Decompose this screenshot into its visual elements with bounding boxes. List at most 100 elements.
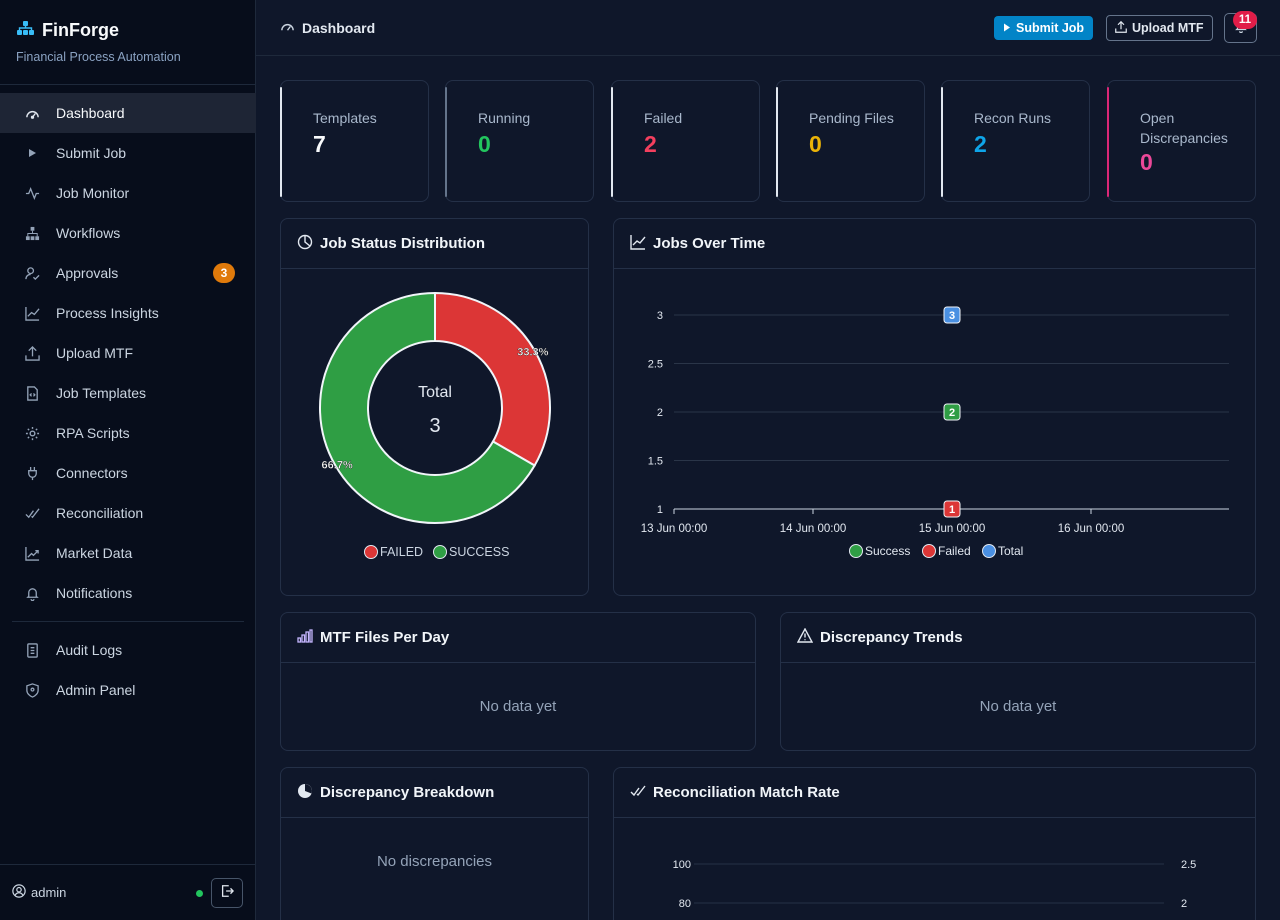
- y-tick-label: 2: [657, 407, 663, 419]
- x-tick-label: 14 Jun 00:00: [780, 523, 847, 535]
- x-tick-label: 16 Jun 00:00: [1058, 523, 1125, 535]
- nav-divider: [12, 621, 244, 622]
- jobs-over-time-chart: 1 1.5 2 2.5 3 13 Jun 00:00 14 Jun 00:00 15 Jun …: [641, 306, 1229, 558]
- sidebar-item-rpa-scripts[interactable]: RPA Scripts: [0, 413, 256, 453]
- sidebar-item-job-templates[interactable]: Job Templates: [0, 373, 256, 413]
- sidebar-item-workflows[interactable]: Workflows: [0, 213, 256, 253]
- pie-chart-icon: [297, 234, 313, 254]
- user-menu[interactable]: admin: [12, 884, 66, 901]
- sidebar-item-label: Job Monitor: [56, 185, 130, 201]
- legend-label: Failed: [938, 544, 971, 558]
- divider: [0, 84, 256, 85]
- mtf-files-panel: MTF Files Per Day No data yet: [280, 612, 756, 751]
- legend-item-success[interactable]: Success: [849, 544, 911, 558]
- sidebar-item-label: Job Templates: [56, 385, 147, 401]
- stat-card-templates[interactable]: Templates 7: [280, 80, 429, 202]
- legend-label: FAILED: [380, 545, 423, 559]
- sidebar: FinForge Financial Process Automation Da…: [0, 0, 256, 920]
- legend-item-failed[interactable]: Failed: [922, 544, 971, 558]
- legend-item-success[interactable]: SUCCESS: [433, 545, 510, 559]
- sidebar-item-admin-panel[interactable]: Admin Panel: [0, 670, 256, 710]
- sidebar-item-reconciliation[interactable]: Reconciliation: [0, 493, 256, 533]
- brand-subtitle: Financial Process Automation: [16, 50, 181, 64]
- submit-job-button[interactable]: Submit Job: [994, 16, 1094, 40]
- sidebar-item-upload-mtf[interactable]: Upload MTF: [0, 333, 256, 373]
- shield-icon: [24, 682, 40, 698]
- logout-button[interactable]: [211, 878, 243, 908]
- sidebar-item-label: Upload MTF: [56, 345, 134, 361]
- job-status-donut-chart: 33.3% 66.7% Total 3 FAILED SUCCESS: [319, 291, 551, 559]
- sidebar-item-label: Reconciliation: [56, 505, 144, 521]
- warning-icon: [796, 627, 814, 647]
- stat-label: Running: [478, 110, 531, 126]
- data-point-total[interactable]: [943, 306, 961, 324]
- stat-label: Recon Runs: [974, 110, 1052, 126]
- sidebar-item-market-data[interactable]: Market Data: [0, 533, 256, 573]
- line-chart-icon: [630, 234, 646, 254]
- slice-label: 66.7%: [322, 460, 353, 472]
- user-area: admin: [0, 864, 256, 920]
- stat-label: Open Discrepancies: [1140, 110, 1228, 146]
- stat-accent: [1107, 87, 1109, 197]
- stat-card-failed[interactable]: Failed 2: [611, 80, 760, 202]
- discrepancy-breakdown-panel: Discrepancy Breakdown No discrepancies: [280, 767, 589, 920]
- stat-card-open-discrepancies[interactable]: Open Discrepancies 0: [1107, 80, 1256, 202]
- gear-icon: [24, 425, 40, 441]
- logout-icon: [220, 884, 235, 903]
- data-label: 3: [949, 310, 955, 322]
- sidebar-item-approvals[interactable]: Approvals 3: [0, 253, 256, 293]
- journal-icon: [24, 642, 40, 658]
- y-tick-label: 1.5: [648, 456, 663, 468]
- stat-card-running[interactable]: Running 0: [445, 80, 594, 202]
- sidebar-item-connectors[interactable]: Connectors: [0, 453, 256, 493]
- upload-mtf-button[interactable]: Upload MTF: [1106, 15, 1213, 41]
- panel-header: Reconciliation Match Rate: [614, 768, 1255, 818]
- sidebar-item-label: Approvals: [56, 265, 119, 281]
- empty-state: No data yet: [979, 698, 1057, 715]
- sidebar-item-label: Notifications: [56, 585, 133, 601]
- sidebar-item-audit-logs[interactable]: Audit Logs: [0, 630, 256, 670]
- brand[interactable]: FinForge: [16, 20, 119, 41]
- y-right-tick: 2: [1181, 898, 1187, 910]
- play-icon: [24, 145, 40, 161]
- stat-value: 2: [974, 131, 987, 157]
- bell-icon: [24, 585, 40, 601]
- panel-title: Jobs Over Time: [653, 235, 766, 252]
- legend-swatch: [364, 545, 378, 559]
- sidebar-nav: Dashboard Submit Job Job Monitor Workflo…: [0, 93, 256, 710]
- topbar: Dashboard Submit Job Upload MTF 11: [256, 0, 1280, 56]
- panel-title: Discrepancy Trends: [820, 629, 963, 646]
- sidebar-item-dashboard[interactable]: Dashboard: [0, 93, 256, 133]
- upload-icon: [1115, 20, 1127, 36]
- sidebar-item-label: RPA Scripts: [56, 425, 130, 441]
- empty-state: No discrepancies: [376, 853, 493, 870]
- page-title: Dashboard: [280, 19, 375, 37]
- panel-title: Discrepancy Breakdown: [320, 784, 495, 801]
- sidebar-item-notifications[interactable]: Notifications: [0, 573, 256, 613]
- donut-slice-success[interactable]: [319, 291, 536, 524]
- notification-count-badge: 11: [1233, 11, 1257, 29]
- data-label: 2: [949, 407, 955, 419]
- stat-card-pending-files[interactable]: Pending Files 0: [776, 80, 925, 202]
- gauge-icon: [280, 19, 295, 37]
- sidebar-item-label: Connectors: [56, 465, 128, 481]
- panel-header: MTF Files Per Day: [281, 613, 755, 663]
- file-code-icon: [24, 385, 40, 401]
- sidebar-item-job-monitor[interactable]: Job Monitor: [0, 173, 256, 213]
- stat-label: Templates: [313, 110, 377, 126]
- sidebar-item-submit-job[interactable]: Submit Job: [0, 133, 256, 173]
- stat-accent: [941, 87, 943, 197]
- donut-slice-failed[interactable]: [434, 291, 551, 467]
- legend-item-total[interactable]: Total: [982, 544, 1024, 558]
- legend-item-failed[interactable]: FAILED: [364, 545, 424, 559]
- panel-header: Jobs Over Time: [614, 219, 1255, 269]
- stat-card-recon-runs[interactable]: Recon Runs 2: [941, 80, 1090, 202]
- donut-center-value: 3: [429, 415, 440, 437]
- jobs-over-time-panel: Jobs Over Time 1 1.5 2 2.5 3 13 Jun 00:00 14 J…: [613, 218, 1256, 596]
- stat-value: 7: [313, 131, 326, 157]
- stat-label: Failed: [644, 110, 683, 126]
- y-right-tick: 2.5: [1181, 859, 1196, 871]
- sidebar-item-process-insights[interactable]: Process Insights: [0, 293, 256, 333]
- data-point-success[interactable]: [943, 403, 961, 421]
- data-point-failed[interactable]: [943, 500, 961, 518]
